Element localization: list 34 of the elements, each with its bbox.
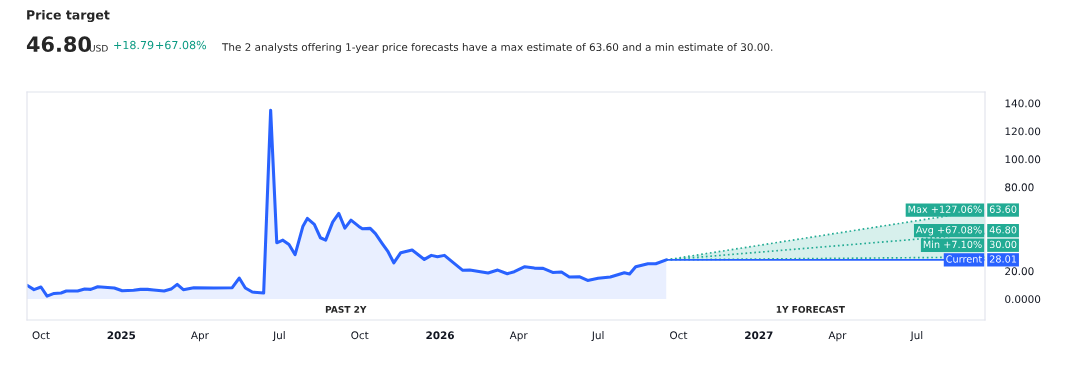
legend-label: Current	[946, 255, 982, 263]
y-tick-label: 0.0000	[1005, 295, 1041, 304]
data-label: 63.60	[989, 205, 1017, 213]
y-tick-label: 140.00	[1005, 99, 1041, 108]
x-tick-label: Jul	[910, 331, 923, 342]
annotation: 1Y FORECAST	[776, 306, 845, 313]
x-tick-label: 2026	[426, 331, 454, 340]
data-label: 30.00	[989, 240, 1017, 249]
text: +67.08%	[156, 40, 207, 50]
y-tick-label: 100.00	[1005, 155, 1041, 164]
x-tick-label: Apr	[509, 331, 528, 342]
x-tick-label: Apr	[828, 331, 847, 342]
text: +18.79	[114, 40, 154, 50]
y-tick-label: 80.00	[1005, 183, 1034, 192]
legend-label: Avg +67.08%	[915, 226, 982, 236]
x-tick-label: 2025	[107, 331, 136, 340]
text: 46.80	[26, 36, 91, 53]
x-tick-label: Apr	[190, 331, 209, 342]
text: USD	[89, 44, 108, 52]
x-tick-label: Oct	[670, 331, 688, 340]
x-tick-label: Oct	[351, 331, 369, 340]
legend-label: Max +127.06%	[908, 205, 982, 213]
text: The 2 analysts offering 1-year price forecasts have a max estimate of 63.60 and a min estimate of 30.00.	[221, 42, 773, 54]
x-tick-label: Jul	[272, 331, 285, 342]
data-label: 28.01	[989, 255, 1017, 263]
annotation: PAST 2Y	[325, 306, 367, 313]
x-tick-label: Jul	[591, 331, 604, 342]
legend-label: Min +7.10%	[923, 240, 982, 249]
data-label: 46.80	[989, 226, 1017, 234]
x-tick-label: 2027	[745, 331, 773, 340]
y-tick-label: 120.00	[1005, 127, 1041, 136]
y-tick-label: 20.00	[1005, 267, 1034, 276]
chart-title: Price target	[27, 9, 110, 23]
x-tick-label: Oct	[32, 331, 50, 340]
